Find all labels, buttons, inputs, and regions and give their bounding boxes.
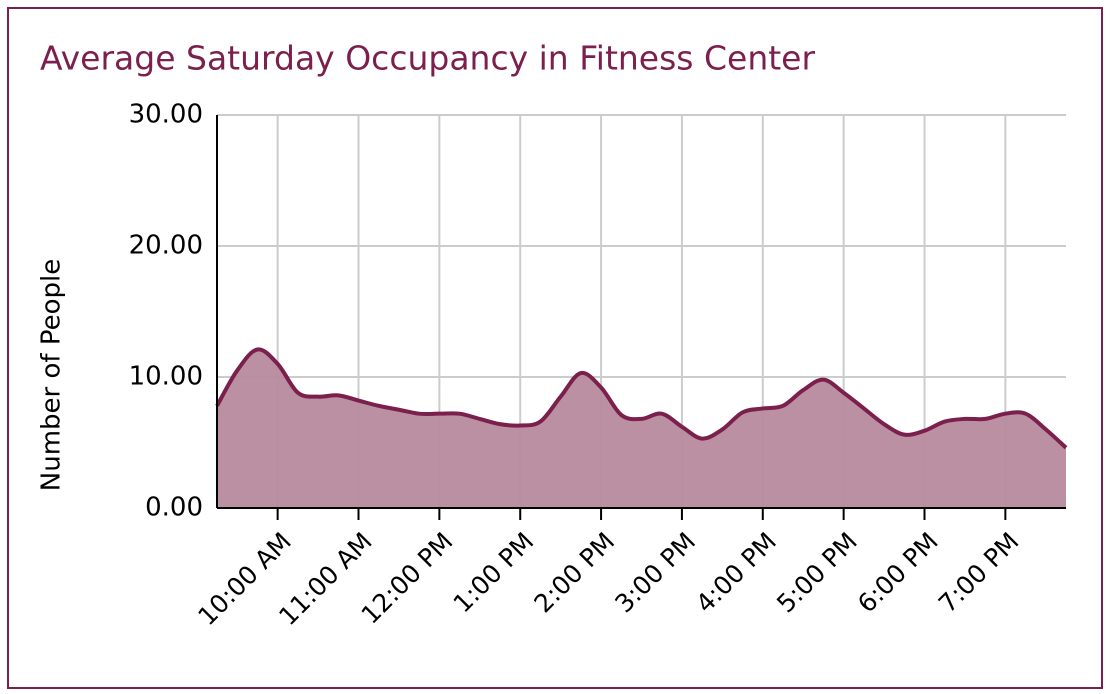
y-tick-label: 10.00 (129, 362, 203, 392)
y-axis-label: Number of People (37, 259, 67, 491)
y-tick-label: 20.00 (129, 231, 203, 261)
chart-frame (7, 7, 1103, 689)
area-fill (217, 349, 1066, 508)
y-tick-label: 0.00 (145, 493, 203, 523)
chart-title: Average Saturday Occupancy in Fitness Ce… (40, 39, 815, 78)
y-tick-label: 30.00 (129, 100, 203, 130)
area-line (215, 347, 1068, 450)
